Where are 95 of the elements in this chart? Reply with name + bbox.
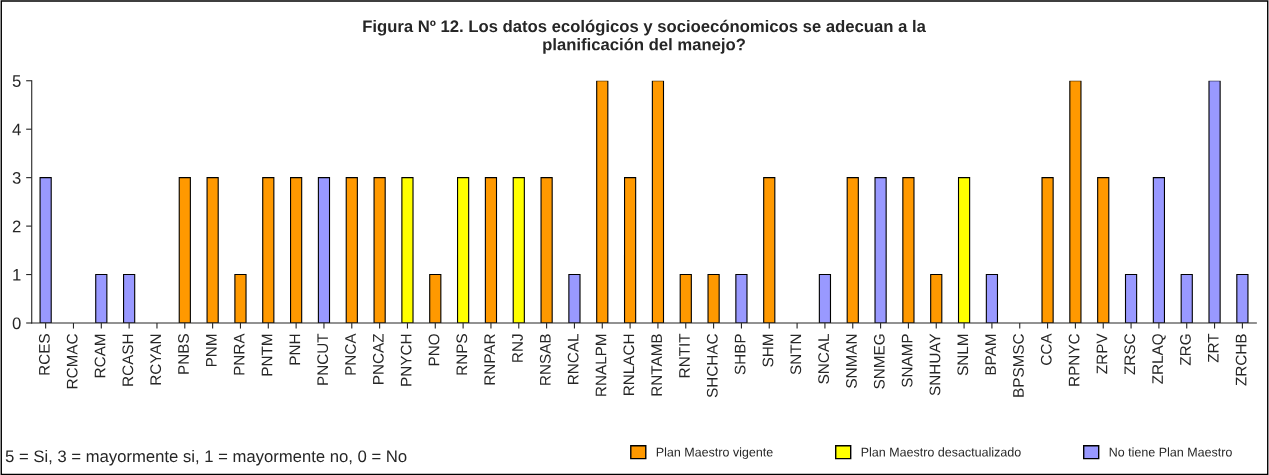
bar xyxy=(846,177,859,323)
chart-title: Figura Nº 12. Los datos ecológicos y socioecónomicos se adecuan a la planificación del manejo? xyxy=(363,19,926,54)
x-tick-label: PNYCH xyxy=(400,334,412,386)
x-tick-label: ZRG xyxy=(1180,334,1191,366)
bar xyxy=(874,177,887,323)
bar xyxy=(345,177,358,323)
x-tick-label: SNMAN xyxy=(846,334,857,388)
bar xyxy=(735,273,748,323)
bar xyxy=(930,273,943,323)
x-tick-label: RNPAR xyxy=(484,334,495,385)
x-tick-label: ZRPV xyxy=(1096,333,1108,374)
x-tick-label: BPAM xyxy=(985,334,996,375)
bar xyxy=(540,177,553,323)
x-tick-label: RNPS xyxy=(456,334,468,375)
y-tick-label: 1 xyxy=(13,269,21,281)
x-tick-label: RNTIT xyxy=(679,333,690,378)
y-tick-label: 0 xyxy=(12,317,21,330)
bar xyxy=(401,177,414,323)
x-tick-label: PNO xyxy=(428,334,440,366)
bar xyxy=(512,177,525,323)
bar xyxy=(568,273,581,323)
x-tick-label: ZRCHB xyxy=(1235,334,1247,386)
legend-label: No tiene Plan Maestro xyxy=(1109,447,1232,457)
bar xyxy=(429,273,442,323)
legend-label: Plan Maestro vigente xyxy=(656,447,773,459)
bar xyxy=(623,177,637,323)
y-tick-label: 4 xyxy=(12,123,21,136)
x-tick-label: RPNYC xyxy=(1068,334,1080,386)
x-tick-label: SNMEG xyxy=(873,334,885,389)
bar xyxy=(1180,273,1193,323)
bar xyxy=(1236,273,1249,323)
bar xyxy=(262,177,275,323)
x-tick-label: RNALPM xyxy=(595,334,607,396)
bar xyxy=(596,80,609,323)
x-tick-label: PNM xyxy=(206,334,217,367)
x-tick-label: PNCA xyxy=(345,333,356,375)
y-tick-label: 2 xyxy=(12,220,21,233)
bar xyxy=(373,177,386,323)
legend-label: Plan Maestro desactualizado xyxy=(861,447,1021,457)
x-tick-label: SNAMP xyxy=(901,334,913,388)
x-tick-label: PNCUT xyxy=(317,333,329,385)
bar xyxy=(123,273,136,323)
x-tick-label: SNTN xyxy=(790,334,802,375)
x-tick-label: BPSMSC xyxy=(1013,334,1024,397)
x-tick-label: ZRSC xyxy=(1124,334,1136,375)
bar xyxy=(1041,177,1054,323)
x-tick-label: PNBS xyxy=(178,334,189,374)
bar xyxy=(39,177,52,323)
x-tick-label: RCASH xyxy=(122,334,134,386)
bar xyxy=(818,273,832,323)
bar xyxy=(1208,80,1221,323)
x-tick-label: SNLM xyxy=(957,334,969,376)
x-tick-label: RNTAMB xyxy=(651,334,662,396)
x-tick-label: SHBP xyxy=(734,334,746,375)
x-tick-label: PNH xyxy=(289,334,301,365)
x-tick-label: PNTM xyxy=(261,334,273,376)
x-tick-label: SHCHAC xyxy=(706,334,718,398)
bar xyxy=(95,273,108,323)
x-tick-label: RCYAN xyxy=(150,334,162,385)
x-tick-label: RCAM xyxy=(94,334,106,378)
bar xyxy=(763,177,776,323)
bar xyxy=(456,177,470,323)
bar xyxy=(178,177,191,323)
x-tick-label: RCMAC xyxy=(66,334,78,389)
bar xyxy=(902,177,915,323)
x-tick-label: ZRT xyxy=(1208,333,1219,363)
y-tick-label: 5 xyxy=(12,75,21,87)
x-tick-label: RNJ xyxy=(512,334,523,362)
bar xyxy=(1069,80,1082,323)
bar xyxy=(957,177,971,323)
x-tick-label: PNCAZ xyxy=(372,333,384,384)
x-tick-label: RNLACH xyxy=(623,334,635,395)
x-tick-label: SNCAL xyxy=(818,333,830,384)
x-tick-label: ZRLAQ xyxy=(1152,334,1166,384)
bar xyxy=(206,177,219,323)
x-tick-label: RNCAL xyxy=(567,333,579,384)
bar xyxy=(234,273,247,323)
bar xyxy=(317,177,331,323)
bar xyxy=(290,177,303,323)
x-tick-label: PNRA xyxy=(233,333,245,375)
bar xyxy=(679,273,692,323)
x-tick-label: SHM xyxy=(762,334,774,367)
bar xyxy=(985,273,999,323)
x-tick-label: CCA xyxy=(1040,333,1052,365)
bar xyxy=(707,273,720,323)
x-tick-label: RNSAB xyxy=(539,334,551,385)
x-tick-label: RCES xyxy=(38,334,50,375)
text: 5 = Si, 3 = mayormente si, 1 = mayormente no, 0 = No xyxy=(5,449,407,466)
bar xyxy=(484,177,498,323)
bar xyxy=(1152,177,1166,323)
bar xyxy=(1124,273,1138,323)
y-tick-label: 3 xyxy=(12,172,21,184)
bar xyxy=(1097,177,1110,323)
x-tick-label: SNHUAY xyxy=(929,333,941,396)
bar xyxy=(651,80,665,323)
